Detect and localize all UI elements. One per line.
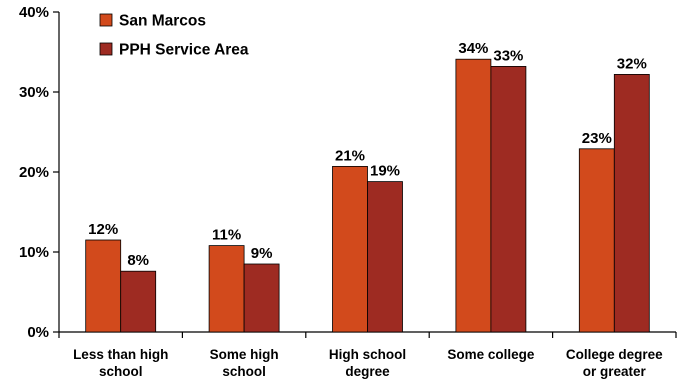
bar (120, 270, 157, 333)
bar (578, 148, 615, 333)
x-category-label-line: Some high (210, 347, 279, 362)
x-category-label: Less than high school (73, 347, 168, 379)
data-label: 19% (370, 163, 400, 180)
legend-label: San Marcos (119, 13, 206, 30)
x-category-label: Some high school (210, 347, 279, 379)
bar (455, 58, 492, 333)
y-tick-label: 0% (27, 324, 49, 341)
data-label: 23% (582, 130, 612, 147)
data-label: 12% (88, 221, 118, 238)
x-category-label-line: High school (329, 347, 406, 362)
bar (208, 245, 245, 333)
x-category-label: High school degree (329, 347, 406, 379)
data-label: 21% (335, 147, 365, 164)
data-label: 9% (251, 245, 273, 262)
legend-label: PPH Service Area (119, 42, 249, 59)
y-tick-label: 30% (19, 84, 49, 101)
y-tick-label: 10% (19, 244, 49, 261)
x-category-label-line: or greater (583, 364, 647, 379)
x-category-label-line: Less than high (73, 347, 168, 362)
legend-swatch (99, 13, 113, 27)
x-category-label: College degree or greater (566, 347, 663, 379)
data-label: 8% (127, 252, 149, 269)
x-category-label-line: degree (345, 364, 390, 379)
data-label: 34% (458, 40, 488, 57)
bar (367, 181, 403, 333)
y-tick-label: 20% (19, 164, 49, 181)
x-category-label-line: Some college (447, 347, 535, 362)
bar (490, 66, 527, 333)
legend-swatch (99, 42, 113, 56)
y-tick-label: 40% (19, 4, 49, 21)
x-category-label-line: school (99, 364, 143, 379)
bar (243, 263, 280, 333)
bar (613, 74, 650, 333)
bar (85, 239, 122, 333)
x-category-label: Some college (447, 347, 535, 362)
data-label: 33% (493, 47, 523, 64)
data-label: 32% (617, 55, 647, 72)
bar (332, 165, 368, 333)
x-category-label-line: school (222, 364, 266, 379)
x-category-label-line: College degree (566, 347, 663, 362)
data-label: 11% (212, 227, 241, 244)
